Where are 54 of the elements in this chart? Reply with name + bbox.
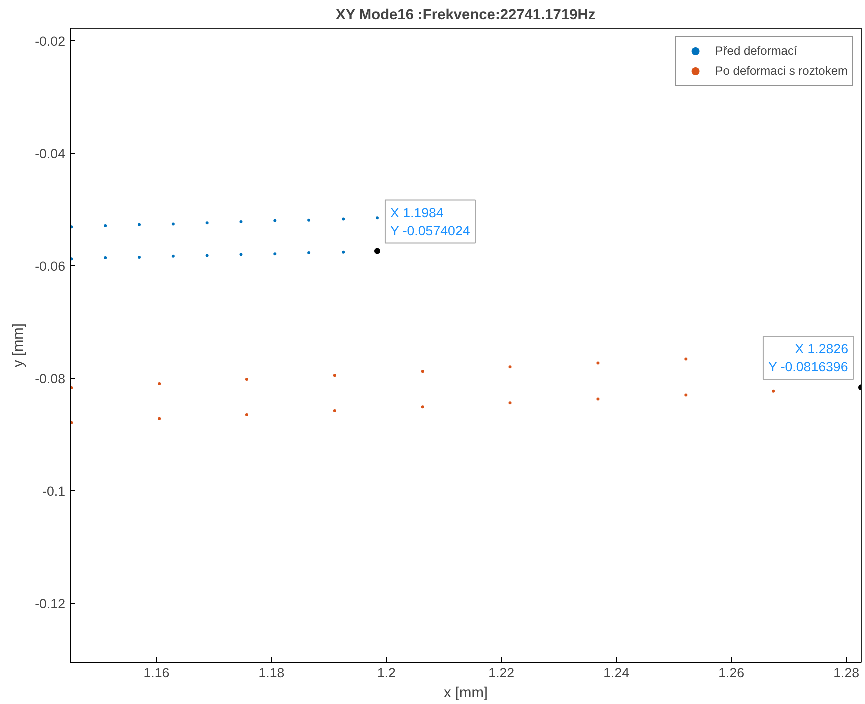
point (206, 222, 209, 225)
y-tick-label: -0.12 (35, 596, 66, 612)
chart-title: XY Mode16 :Frekvence:22741.1719Hz (336, 8, 596, 24)
legend-label: Před deformací (715, 44, 798, 58)
point (333, 374, 336, 378)
y-tick-label: -0.04 (35, 146, 66, 162)
x-tick-label: 1.24 (604, 666, 630, 680)
point (684, 358, 688, 361)
point (158, 382, 162, 386)
x-tick-label: 1.22 (488, 666, 515, 680)
point (342, 250, 346, 254)
point (158, 417, 162, 420)
point (308, 251, 311, 254)
point (421, 370, 424, 374)
point (245, 378, 248, 382)
annotation: X 1.1984 Y -0.0574024 (390, 205, 471, 238)
point (342, 218, 346, 221)
x-tick-label: 1.16 (144, 666, 170, 680)
x-tick-label: 1.2 (377, 666, 396, 680)
y-axis-title: y [mm] (11, 324, 28, 368)
y-tick-label: -0.06 (35, 258, 66, 274)
point (240, 220, 243, 224)
y-tick-label: -0.1 (42, 484, 66, 499)
point (172, 254, 175, 258)
x-tick-label: 1.18 (258, 666, 285, 680)
point (172, 222, 175, 226)
point (596, 362, 600, 365)
point (333, 410, 336, 413)
point (104, 224, 108, 228)
y-tick-label: -0.02 (35, 34, 66, 49)
point (206, 254, 209, 258)
point (70, 421, 74, 424)
annotation: X 1.2826 Y -0.0816396 (768, 342, 848, 375)
point (274, 252, 277, 256)
point (138, 256, 141, 259)
point (376, 216, 379, 220)
point (596, 398, 600, 401)
x-axis-title: x [mm] (444, 686, 488, 702)
point (104, 256, 108, 260)
point (508, 366, 512, 369)
legend-label: Po deformaci s roztokem (715, 64, 848, 78)
point (240, 253, 243, 256)
x-tick-label: 1.28 (834, 666, 860, 680)
point (138, 223, 141, 226)
x-tick-label: 1.26 (718, 666, 745, 680)
point (274, 219, 277, 222)
point (70, 258, 74, 261)
point (245, 413, 248, 416)
y-tick-label: -0.08 (35, 371, 66, 386)
point (684, 394, 688, 397)
point (421, 406, 424, 409)
point (508, 402, 512, 405)
point (772, 390, 776, 393)
point (308, 218, 311, 222)
